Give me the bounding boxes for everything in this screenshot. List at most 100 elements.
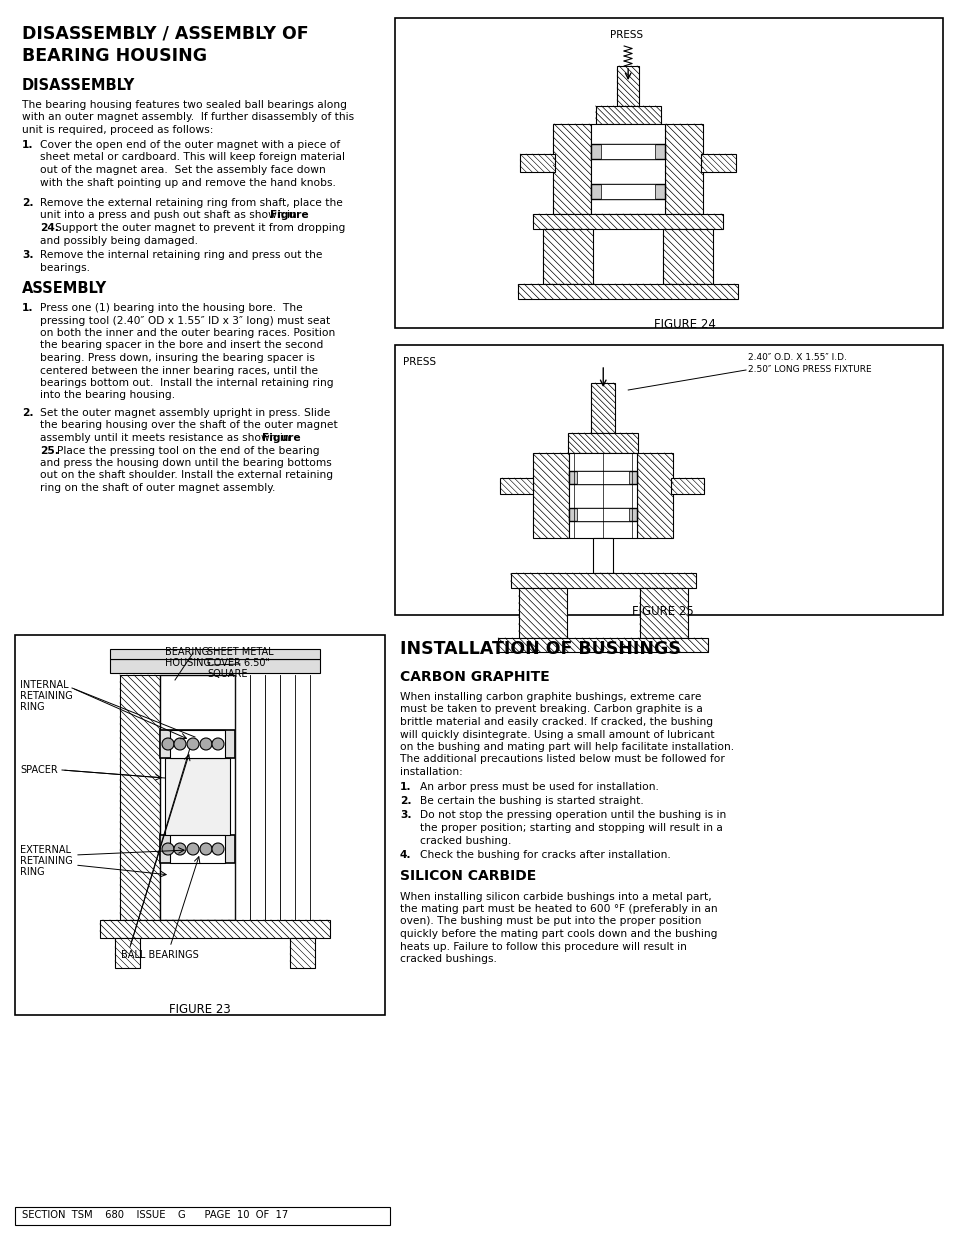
Text: PRESS: PRESS xyxy=(402,357,436,367)
Text: Place the pressing tool on the end of the bearing: Place the pressing tool on the end of th… xyxy=(57,446,319,456)
Text: SQUARE: SQUARE xyxy=(207,669,247,679)
Bar xyxy=(542,228,593,284)
Text: unit into a press and push out shaft as shown in: unit into a press and push out shaft as … xyxy=(40,210,300,221)
Text: cracked bushing.: cracked bushing. xyxy=(419,836,511,846)
Text: Support the outer magnet to prevent it from dropping: Support the outer magnet to prevent it f… xyxy=(55,224,345,233)
Bar xyxy=(700,154,736,172)
Text: 3.: 3. xyxy=(399,810,411,820)
Text: When installing carbon graphite bushings, extreme care: When installing carbon graphite bushings… xyxy=(399,692,700,701)
Text: Remove the external retaining ring from shaft, place the: Remove the external retaining ring from … xyxy=(40,198,342,207)
Bar xyxy=(497,638,707,652)
Text: DISASSEMBLY: DISASSEMBLY xyxy=(22,78,135,93)
Text: on the bushing and mating part will help facilitate installation.: on the bushing and mating part will help… xyxy=(399,742,734,752)
Bar xyxy=(395,345,942,615)
Text: RETAINING: RETAINING xyxy=(20,856,72,866)
Text: brittle material and easily cracked. If cracked, the bushing: brittle material and easily cracked. If … xyxy=(399,718,713,727)
Text: 25.: 25. xyxy=(40,446,59,456)
Bar xyxy=(120,676,160,920)
Text: bearing. Press down, insuring the bearing spacer is: bearing. Press down, insuring the bearin… xyxy=(40,353,314,363)
Text: FIGURE 23: FIGURE 23 xyxy=(169,1003,231,1016)
Circle shape xyxy=(200,739,212,750)
Circle shape xyxy=(212,739,224,750)
Text: The bearing housing features two sealed ball bearings along: The bearing housing features two sealed … xyxy=(22,100,347,110)
Text: 2.40″ O.D. X 1.55″ I.D.: 2.40″ O.D. X 1.55″ I.D. xyxy=(747,353,846,362)
Text: CARBON GRAPHITE: CARBON GRAPHITE xyxy=(399,671,549,684)
Bar xyxy=(160,730,234,758)
Bar xyxy=(15,1207,390,1225)
Text: Press one (1) bearing into the housing bore.  The: Press one (1) bearing into the housing b… xyxy=(40,303,302,312)
Bar xyxy=(165,758,230,835)
Text: PRESS: PRESS xyxy=(610,30,642,40)
Bar xyxy=(617,65,639,106)
Bar xyxy=(569,471,637,484)
Text: Do not stop the pressing operation until the bushing is in: Do not stop the pressing operation until… xyxy=(419,810,725,820)
Text: the mating part must be heated to 600 °F (preferably in an: the mating part must be heated to 600 °F… xyxy=(399,904,717,914)
Text: Cover the open end of the outer magnet with a piece of: Cover the open end of the outer magnet w… xyxy=(40,140,340,149)
Circle shape xyxy=(187,739,199,750)
Text: SHEET METAL: SHEET METAL xyxy=(207,647,274,657)
Text: BEARING HOUSING: BEARING HOUSING xyxy=(22,47,207,65)
Bar xyxy=(115,939,140,968)
Bar xyxy=(160,835,234,863)
Text: into the bearing housing.: into the bearing housing. xyxy=(40,390,175,400)
Text: DISASSEMBLY / ASSEMBLY OF: DISASSEMBLY / ASSEMBLY OF xyxy=(22,25,309,43)
Text: 4.: 4. xyxy=(399,850,411,860)
Text: Figure: Figure xyxy=(270,210,309,221)
Circle shape xyxy=(162,844,173,855)
Bar xyxy=(533,214,722,228)
Bar xyxy=(170,835,225,863)
Circle shape xyxy=(187,844,199,855)
Text: 3.: 3. xyxy=(22,251,33,261)
Bar xyxy=(569,453,637,538)
Text: ring on the shaft of outer magnet assembly.: ring on the shaft of outer magnet assemb… xyxy=(40,483,275,493)
Text: 2.: 2. xyxy=(22,408,33,417)
Bar xyxy=(15,635,385,1015)
Text: 1.: 1. xyxy=(22,140,33,149)
Bar xyxy=(110,650,319,659)
Circle shape xyxy=(173,844,186,855)
Text: bearings bottom out.  Install the internal retaining ring: bearings bottom out. Install the interna… xyxy=(40,378,334,388)
Text: cracked bushings.: cracked bushings. xyxy=(399,953,497,965)
Bar xyxy=(110,659,319,673)
Text: sheet metal or cardboard. This will keep foreign material: sheet metal or cardboard. This will keep… xyxy=(40,152,345,163)
Text: 1.: 1. xyxy=(399,783,411,793)
Text: quickly before the mating part cools down and the bushing: quickly before the mating part cools dow… xyxy=(399,929,717,939)
Bar xyxy=(600,144,655,159)
Text: and press the housing down until the bearing bottoms: and press the housing down until the bea… xyxy=(40,458,332,468)
Text: EXTERNAL: EXTERNAL xyxy=(20,845,71,855)
Bar xyxy=(170,730,225,758)
Text: Figure: Figure xyxy=(262,433,300,443)
Text: COVER 6.50": COVER 6.50" xyxy=(207,658,270,668)
Text: FIGURE 24: FIGURE 24 xyxy=(654,317,716,331)
Text: Remove the internal retaining ring and press out the: Remove the internal retaining ring and p… xyxy=(40,251,322,261)
Bar xyxy=(637,453,673,538)
Bar xyxy=(662,228,713,284)
Text: the proper position; starting and stopping will result in a: the proper position; starting and stoppi… xyxy=(419,823,722,832)
Bar xyxy=(518,588,566,638)
Text: An arbor press must be used for installation.: An arbor press must be used for installa… xyxy=(419,783,659,793)
Text: RING: RING xyxy=(20,701,45,713)
Bar xyxy=(595,106,660,124)
Text: oven). The bushing must be put into the proper position: oven). The bushing must be put into the … xyxy=(399,916,700,926)
Bar xyxy=(533,453,569,538)
Bar xyxy=(593,538,613,573)
Text: 1.: 1. xyxy=(22,303,33,312)
Bar xyxy=(568,433,638,453)
Text: ASSEMBLY: ASSEMBLY xyxy=(22,282,107,296)
Bar xyxy=(510,573,695,588)
Text: Set the outer magnet assembly upright in press. Slide: Set the outer magnet assembly upright in… xyxy=(40,408,330,417)
Text: and possibly being damaged.: and possibly being damaged. xyxy=(40,236,198,246)
Text: INSTALLATION OF BUSHINGS: INSTALLATION OF BUSHINGS xyxy=(399,640,680,658)
Bar xyxy=(664,124,702,214)
Text: out on the shaft shoulder. Install the external retaining: out on the shaft shoulder. Install the e… xyxy=(40,471,333,480)
Bar xyxy=(600,184,655,199)
Text: the bearing housing over the shaft of the outer magnet: the bearing housing over the shaft of th… xyxy=(40,420,337,431)
Text: with the shaft pointing up and remove the hand knobs.: with the shaft pointing up and remove th… xyxy=(40,178,335,188)
Text: out of the magnet area.  Set the assembly face down: out of the magnet area. Set the assembly… xyxy=(40,165,325,175)
Bar xyxy=(671,478,703,494)
Text: 2.50″ LONG PRESS FIXTURE: 2.50″ LONG PRESS FIXTURE xyxy=(747,366,871,374)
Bar xyxy=(591,184,664,199)
Text: must be taken to prevent breaking. Carbon graphite is a: must be taken to prevent breaking. Carbo… xyxy=(399,704,702,715)
Text: centered between the inner bearing races, until the: centered between the inner bearing races… xyxy=(40,366,317,375)
Text: the bearing spacer in the bore and insert the second: the bearing spacer in the bore and inser… xyxy=(40,341,323,351)
